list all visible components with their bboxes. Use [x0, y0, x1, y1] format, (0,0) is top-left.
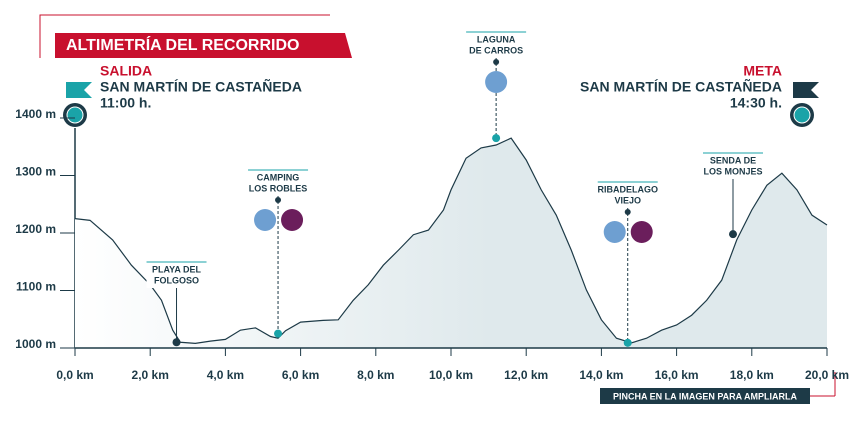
start-label: SALIDA: [100, 63, 152, 79]
annotation-label: LOS ROBLES: [249, 183, 308, 193]
x-tick-label: 8,0 km: [357, 368, 394, 382]
elevation-line: [74, 137, 828, 345]
annotation-label: SENDA DE: [710, 155, 756, 165]
footer-box: [600, 388, 810, 404]
start-place: SAN MARTÍN DE CASTAÑEDA: [100, 78, 302, 95]
icon: [485, 71, 508, 93]
end-time: 14:30 h.: [730, 95, 782, 111]
y-tick-label: 1000 m: [15, 337, 56, 351]
x-tick-label: 12,0 km: [504, 368, 548, 382]
connector-dot: [275, 197, 282, 203]
end-label: META: [743, 63, 782, 79]
icon: [630, 221, 653, 243]
label-box: [248, 170, 311, 196]
x-tick-label: 6,0 km: [282, 368, 319, 382]
annotation-point: [172, 338, 181, 347]
annotation-label: FOLGOSO: [154, 275, 199, 285]
y-tick-label: 1200 m: [15, 222, 56, 236]
x-tick-label: 2,0 km: [132, 368, 169, 382]
annotation-point: [623, 338, 632, 347]
end-flag: [790, 82, 819, 127]
start-flag: [63, 82, 92, 127]
annotation-point: [492, 134, 501, 143]
frame-line: [39, 14, 330, 58]
start-time: 11:00 h.: [100, 95, 151, 111]
icon: [603, 221, 626, 243]
icon: [281, 209, 304, 231]
icon: [254, 209, 277, 231]
x-tick-label: 4,0 km: [207, 368, 244, 382]
area-fill: [75, 138, 827, 348]
chart-title: ALTIMETRÍA DEL RECORRIDO: [66, 35, 299, 54]
end-place: SAN MARTÍN DE CASTAÑEDA: [580, 78, 782, 95]
annotation-label: CAMPING: [257, 172, 300, 182]
footer-link[interactable]: PINCHA EN LA IMAGEN PARA AMPLIARLA: [613, 391, 797, 401]
connector-dot: [493, 59, 500, 65]
y-tick-label: 1400 m: [15, 107, 56, 121]
x-tick-label: 16,0 km: [655, 368, 699, 382]
annotation-label: LOS MONJES: [703, 166, 762, 176]
label-box: [597, 182, 660, 208]
annotation-point: [274, 329, 283, 338]
connector-dot: [624, 209, 631, 215]
x-tick-label: 0,0 km: [56, 368, 93, 382]
y-tick-label: 1100 m: [16, 280, 56, 294]
x-tick-label: 14,0 km: [579, 368, 623, 382]
x-tick-label: 18,0 km: [730, 368, 774, 382]
y-tick-label: 1300 m: [15, 165, 56, 179]
annotation-point: [729, 230, 737, 239]
title-banner: [55, 33, 352, 58]
annotation-label: DE CARROS: [469, 45, 523, 55]
x-tick-label: 20,0 km: [805, 368, 849, 382]
annotation-label: VIEJO: [614, 195, 641, 205]
annotation-label: RIBADELAGO: [597, 184, 658, 194]
annotation-label: PLAYA DEL: [152, 264, 202, 274]
label-box: [466, 32, 529, 58]
x-tick-label: 10,0 km: [429, 368, 473, 382]
annotation-label: LAGUNA: [477, 34, 516, 44]
label-box: [703, 153, 765, 179]
label-box: [146, 262, 209, 288]
